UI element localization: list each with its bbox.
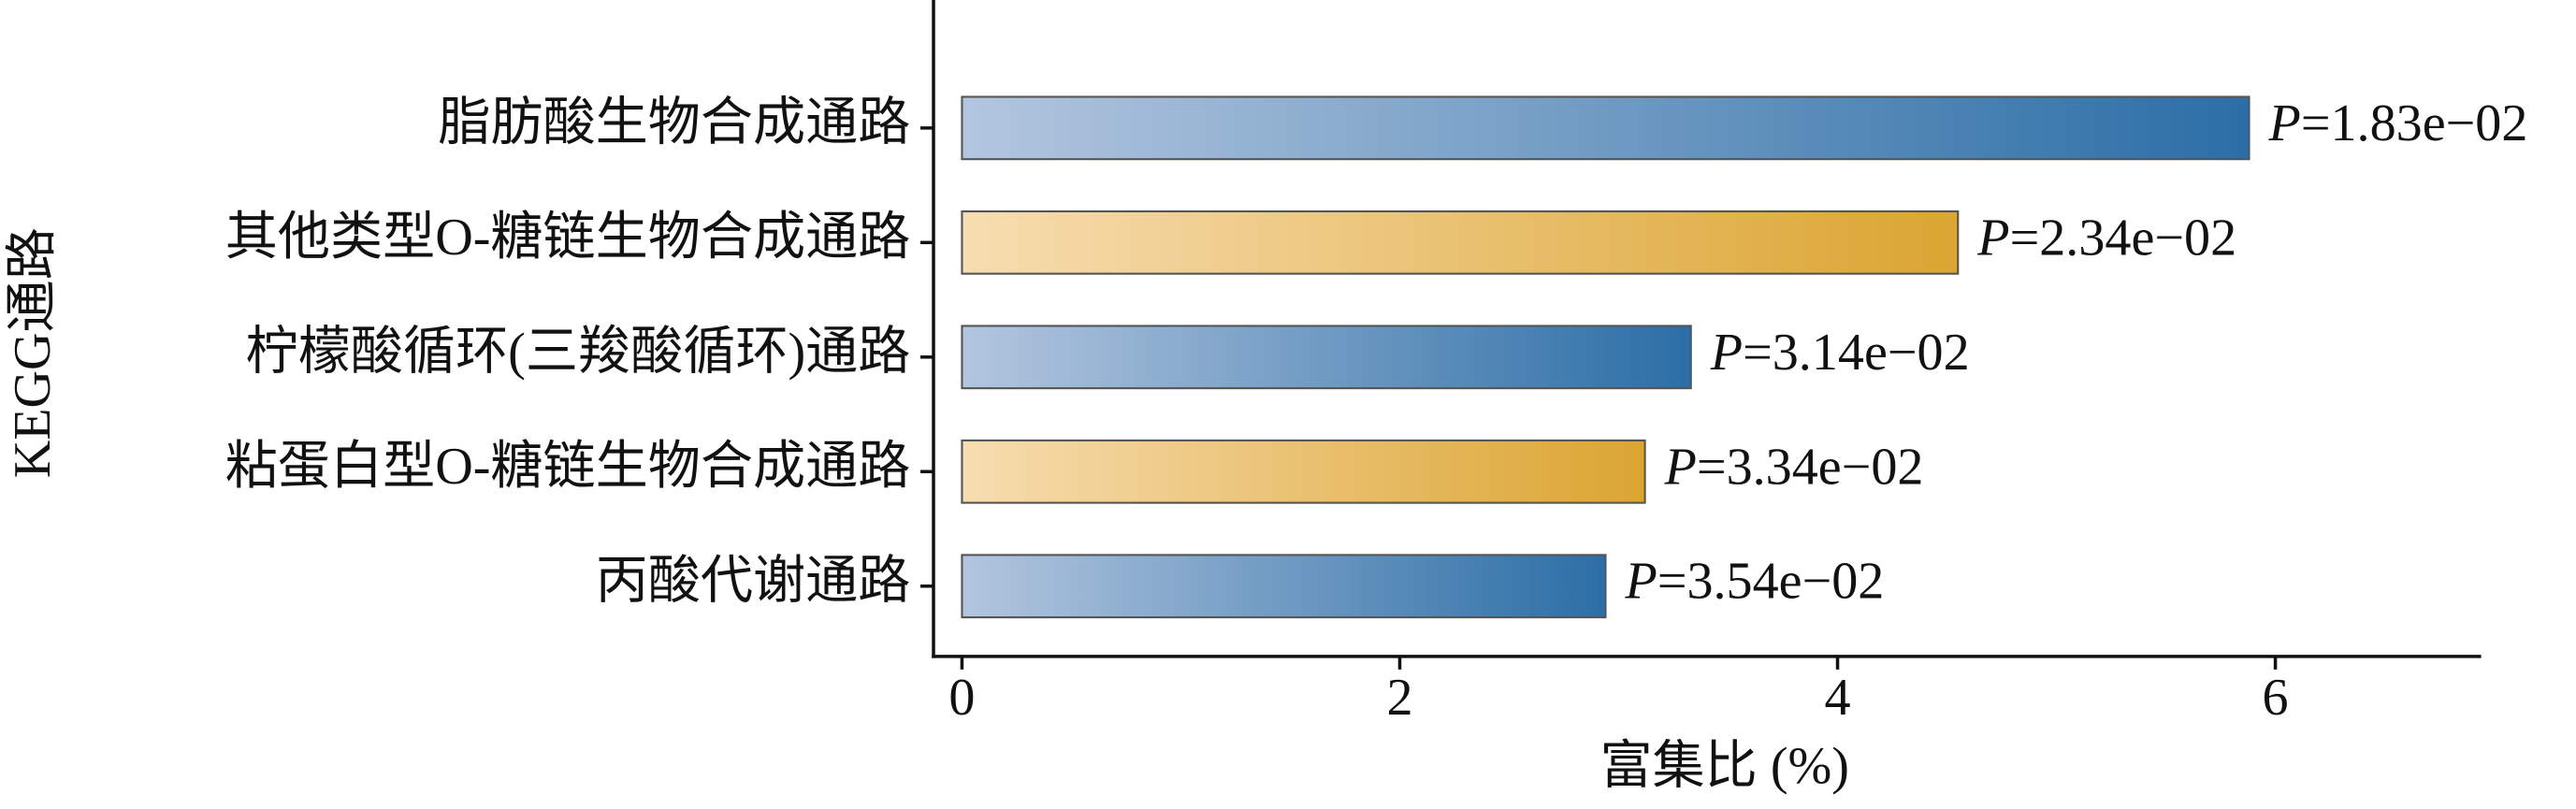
bar [961,325,1692,390]
p-text: =3.14e−02 [1743,324,1970,382]
y-tick-label: 柠檬酸循环(三羧酸循环)通路 [246,324,911,382]
bar [961,554,1607,619]
x-tick-label: 2 [1386,669,1412,727]
p-value-label: P=3.54e−02 [1625,553,1885,611]
p-text: =1.83e−02 [2301,94,2528,152]
p-italic: P [1664,438,1697,496]
p-value-label: P=3.34e−02 [1664,438,1924,496]
x-tick-label: 0 [948,669,975,727]
p-text: =3.54e−02 [1657,553,1885,611]
y-tick-label: 其他类型O-糖链生物合成通路 [225,209,911,267]
x-axis-label: 富集比 (%) [1599,738,1849,796]
bar [961,209,1960,275]
bar [961,95,2250,161]
y-tick-label: 粘蛋白型O-糖链生物合成通路 [225,438,911,496]
p-italic: P [1710,324,1743,382]
y-axis-label: KEGG通路 [4,227,62,478]
p-italic: P [1976,209,2009,267]
p-value-label: P=1.83e−02 [2268,94,2528,152]
p-italic: P [1625,553,1657,611]
p-text: =2.34e−02 [2010,209,2237,267]
p-text: =3.34e−02 [1697,438,1924,496]
p-value-label: P=3.14e−02 [1710,324,1970,382]
y-tick-label: 丙酸代谢通路 [596,553,911,611]
p-italic: P [2268,94,2301,152]
p-value-label: P=2.34e−02 [1976,209,2236,267]
y-tick-label: 脂肪酸生物合成通路 [438,94,910,152]
x-tick-label: 4 [1825,669,1851,727]
x-tick-label: 6 [2263,669,2289,727]
bar [961,439,1646,504]
